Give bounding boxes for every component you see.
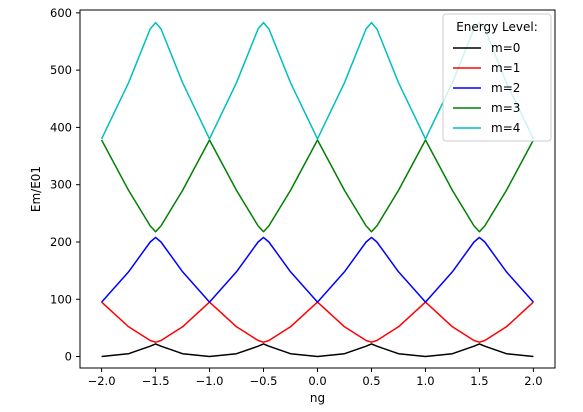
y-tick-label: 600	[50, 6, 72, 20]
y-tick-label: 200	[50, 235, 72, 249]
legend-label-m=0: m=0	[491, 41, 520, 55]
y-tick-label: 400	[50, 120, 72, 134]
legend-label-m=4: m=4	[491, 121, 520, 135]
y-tick-label: 500	[50, 63, 72, 77]
y-axis-label: Em/E01	[29, 166, 43, 212]
legend-box	[442, 13, 552, 142]
legend-label-m=3: m=3	[491, 101, 520, 115]
y-axis-ticks: 0 100 200 300 400 500 600	[50, 6, 80, 364]
x-tick-label: 2.0	[524, 374, 542, 388]
x-tick-label: −0.5	[250, 374, 278, 388]
y-tick-label: 0	[65, 350, 72, 364]
x-axis-ticks: −2.0 −1.5 −1.0 −0.5 0.0 0.5 1.0 1.5 2.0	[88, 368, 543, 388]
legend-label-m=2: m=2	[491, 81, 520, 95]
y-tick-label: 100	[50, 292, 72, 306]
legend-title: Energy Level:	[456, 20, 538, 34]
x-tick-label: 0.0	[308, 374, 326, 388]
x-tick-label: −1.5	[142, 374, 170, 388]
legend-items: m=0 m=1 m=2 m=3 m=4	[453, 41, 520, 135]
x-tick-label: −2.0	[88, 374, 116, 388]
x-tick-label: −1.0	[196, 374, 224, 388]
y-tick-label: 300	[50, 178, 72, 192]
legend-label-m=1: m=1	[491, 61, 520, 75]
series-line-m=0	[101, 343, 534, 358]
x-tick-label: 1.5	[470, 374, 488, 388]
x-axis-label: ng	[310, 391, 325, 405]
x-tick-label: 0.5	[362, 374, 380, 388]
legend: Energy Level: m=0 m=1 m=2 m=3 m=4	[442, 13, 552, 142]
x-tick-label: 1.0	[416, 374, 434, 388]
series-line-m=3	[100, 139, 535, 233]
series-line-m=2	[101, 236, 534, 303]
